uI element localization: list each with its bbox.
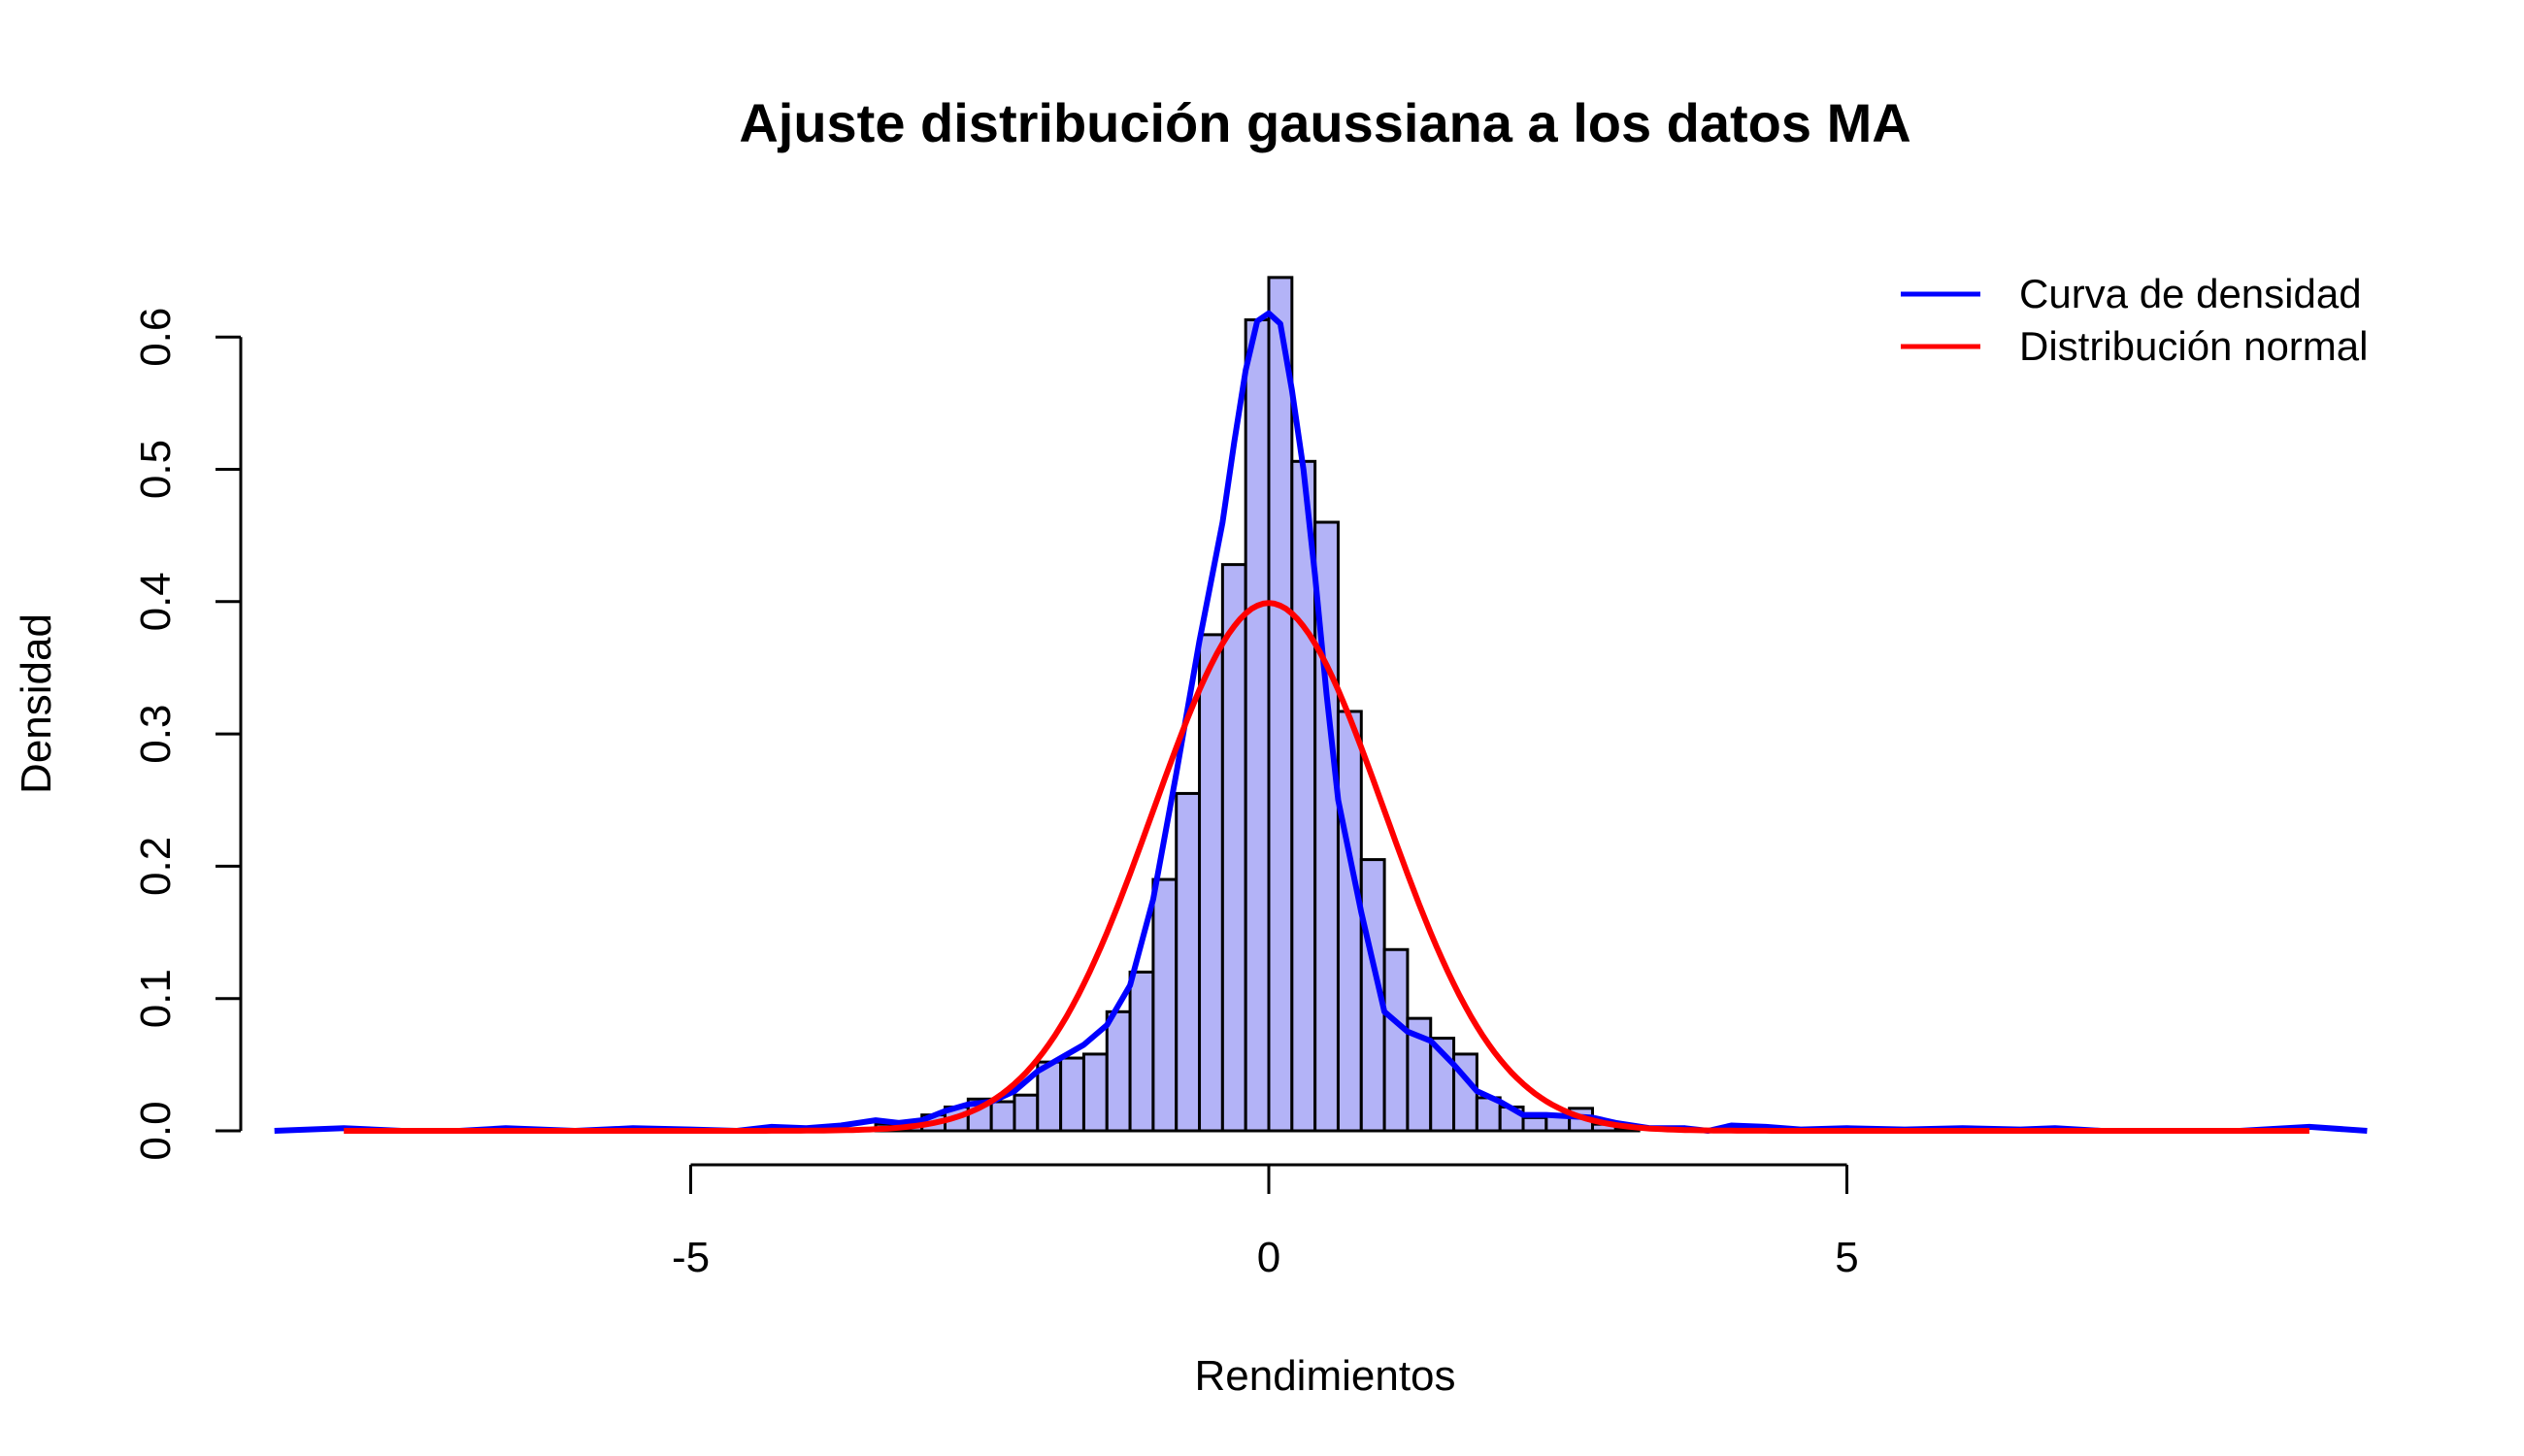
- legend-label-normal: Distribución normal: [2019, 323, 2368, 369]
- histogram-bar: [1128, 970, 1155, 1133]
- histogram-bar: [1198, 633, 1224, 1133]
- histogram-bar: [1013, 1093, 1040, 1133]
- curves: [274, 310, 2368, 1134]
- histogram-bar: [1059, 1056, 1085, 1133]
- histogram: [874, 276, 1641, 1133]
- y-axis: 0.0 0.1 0.2 0.3 0.4 0.5 0.6: [132, 308, 243, 1161]
- histogram-bar: [1244, 317, 1271, 1133]
- legend: Curva de densidad Distribución normal: [1901, 271, 2368, 369]
- x-tick-label: -5: [672, 1234, 710, 1281]
- y-tick-label: 0.1: [132, 969, 180, 1028]
- histogram-bar: [1220, 563, 1247, 1133]
- x-axis: -5 0 5: [672, 1163, 1859, 1281]
- chart-title: Ajuste distribución gaussiana a los dato…: [739, 92, 1910, 153]
- x-axis-label: Rendimientos: [1194, 1352, 1455, 1400]
- histogram-bar: [1382, 947, 1410, 1133]
- histogram-bar: [989, 1100, 1016, 1133]
- y-tick-label: 0.6: [132, 308, 180, 367]
- y-tick-label: 0.3: [132, 705, 180, 764]
- histogram-bar: [1267, 276, 1294, 1133]
- normal-curve: [344, 600, 2309, 1134]
- y-tick-label: 0.2: [132, 837, 180, 896]
- histogram-bar: [1175, 791, 1202, 1133]
- y-tick-label: 0.0: [132, 1101, 180, 1160]
- histogram-bar: [1336, 710, 1363, 1133]
- histogram-bar: [1521, 1115, 1548, 1133]
- histogram-bar: [1105, 1009, 1132, 1133]
- x-tick-label: 0: [1257, 1234, 1280, 1281]
- density-curve: [274, 310, 2368, 1134]
- y-tick-label: 0.5: [132, 440, 180, 499]
- y-tick-label: 0.4: [132, 572, 180, 631]
- histogram-bar: [1151, 877, 1179, 1133]
- legend-label-density: Curva de densidad: [2019, 271, 2362, 316]
- y-axis-label: Densidad: [13, 613, 60, 794]
- x-tick-label: 5: [1835, 1234, 1858, 1281]
- histogram-bar: [1081, 1052, 1109, 1133]
